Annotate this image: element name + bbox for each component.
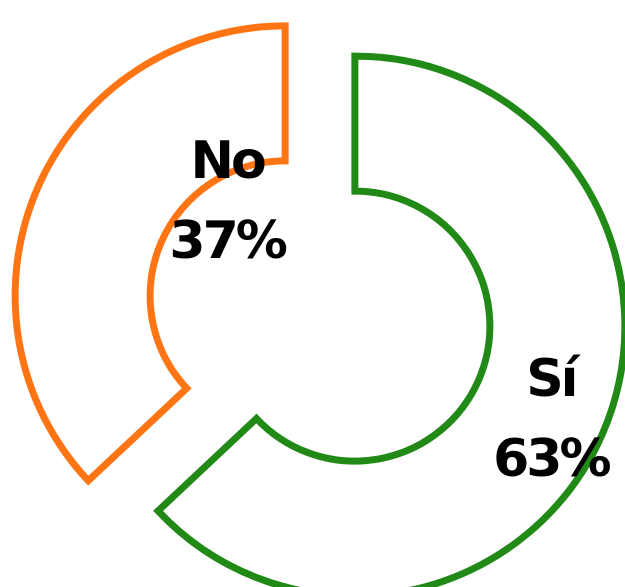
slice-name-label: No	[191, 131, 266, 191]
slice-value-label: 63%	[493, 429, 610, 489]
donut-slices	[15, 26, 625, 587]
slice-value-label: 37%	[169, 211, 286, 271]
slice-name-label: Sí	[526, 349, 581, 409]
